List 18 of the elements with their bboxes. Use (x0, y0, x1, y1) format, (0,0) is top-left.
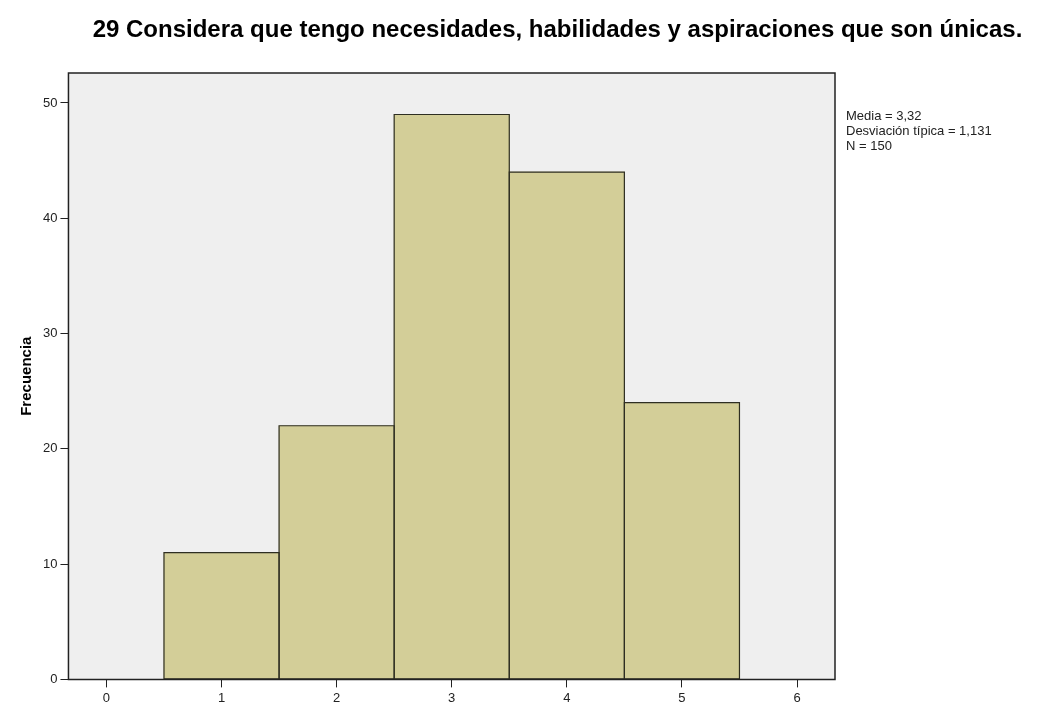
text: Media = 3,32 (846, 108, 923, 123)
y-axis-title: Frecuencia (17, 335, 35, 416)
x-tick-label: 3 (448, 689, 456, 705)
x-tick-label: 1 (217, 689, 226, 705)
y-tick-label: 50 (42, 94, 58, 110)
y-tick-label: 40 (42, 209, 58, 225)
x-tick-label: 2 (333, 689, 341, 705)
x-tick-label: 5 (678, 689, 686, 705)
x-tick-label: 4 (563, 689, 571, 705)
y-tick-label: 20 (42, 440, 58, 456)
y-tick-label: 10 (42, 555, 58, 571)
x-tick-label: 0 (102, 689, 111, 705)
y-tick-label: 30 (42, 325, 58, 341)
y-tick-label: 0 (50, 670, 58, 686)
text: Desviación típica = 1,131 (846, 123, 992, 138)
x-tick-label: 6 (793, 689, 801, 705)
chart-title: 29 Considera que tengo necesidades, habilidades y aspiraciones que son únicas. (91, 15, 1024, 42)
text: N = 150 (846, 138, 893, 153)
